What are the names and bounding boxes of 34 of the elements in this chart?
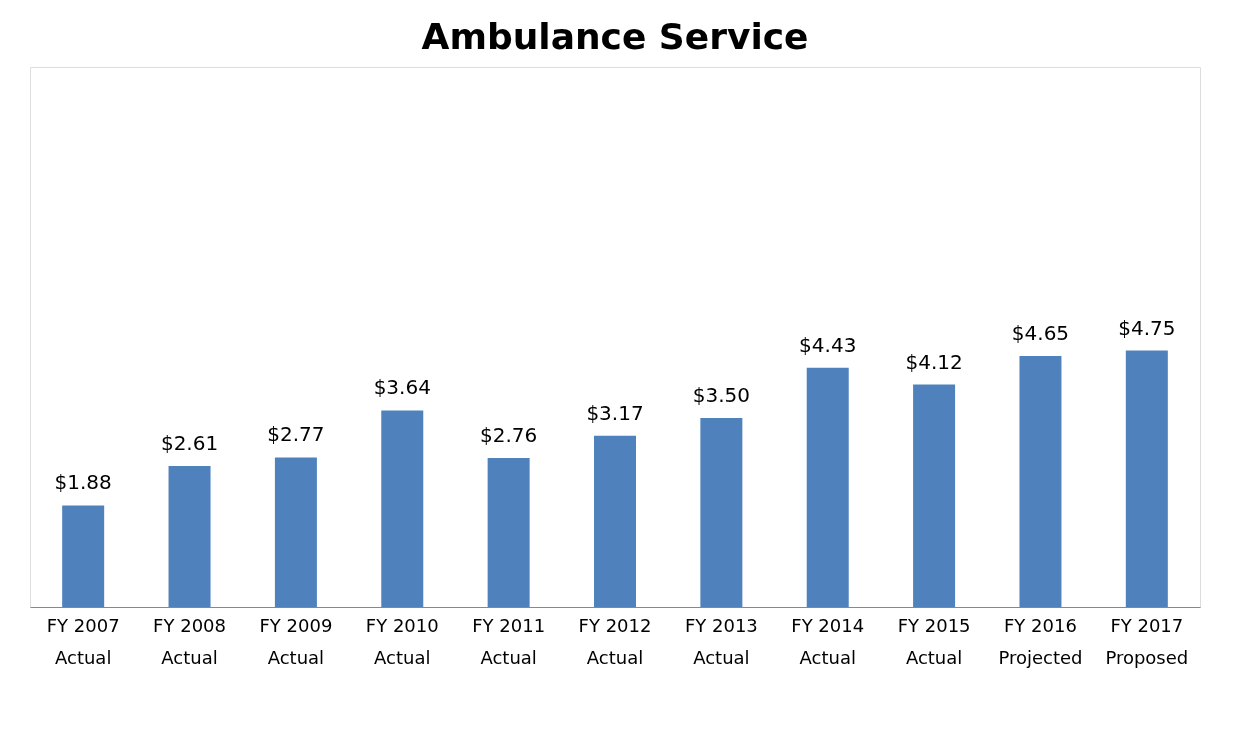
x-tick-label: FY 2013 Actual <box>684 614 758 668</box>
x-tick-label: FY 2008 Actual <box>153 614 226 668</box>
data-label: $4.65 <box>1011 320 1070 345</box>
bar <box>62 505 105 607</box>
data-label: $4.43 <box>799 332 857 357</box>
x-tick-label: FY 2007 Actual <box>46 614 120 668</box>
bar <box>1125 350 1168 607</box>
x-tick-label: FY 2017 Proposed <box>1105 614 1189 668</box>
bar <box>487 457 530 607</box>
x-tick-label: FY 2010 Actual <box>365 614 439 668</box>
data-label: $2.61 <box>160 431 219 456</box>
x-tick-label: FY 2011 Actual <box>472 614 546 668</box>
bar <box>700 418 743 607</box>
bar <box>274 457 317 607</box>
bar <box>168 466 211 607</box>
bar <box>806 367 849 607</box>
data-label: $1.88 <box>54 470 112 495</box>
x-tick-label: FY 2015 Actual <box>897 614 971 668</box>
data-label: $3.64 <box>373 375 431 400</box>
data-label: $3.50 <box>692 383 750 407</box>
data-label: $4.75 <box>1118 315 1176 340</box>
data-label: $2.76 <box>480 422 538 447</box>
bar <box>594 435 636 607</box>
x-tick-label: FY 2014 Actual <box>791 614 865 668</box>
bar <box>1019 355 1062 607</box>
data-label: $2.77 <box>267 422 325 447</box>
x-tick-label: FY 2012 Actual <box>578 614 652 668</box>
chart-title: Ambulance Service <box>421 16 809 57</box>
bar <box>913 384 956 607</box>
data-label: $4.12 <box>905 349 963 374</box>
bar <box>381 410 424 607</box>
x-tick-label: FY 2016 Projected <box>998 614 1083 668</box>
x-tick-label: FY 2009 Actual <box>259 614 333 668</box>
data-label: $3.17 <box>586 400 644 425</box>
